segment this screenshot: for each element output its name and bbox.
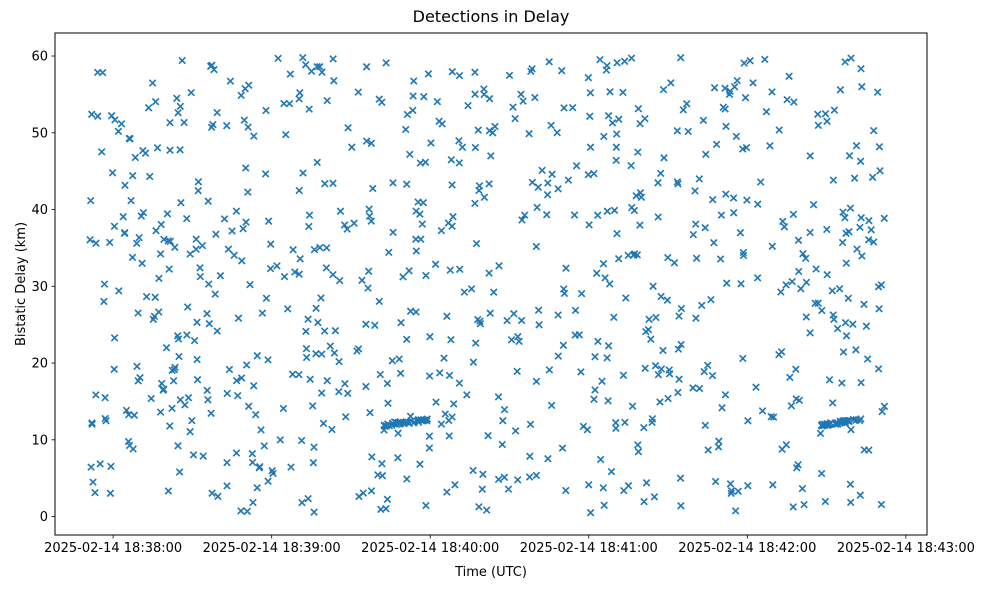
y-axis-label: Bistatic Delay (km)	[14, 222, 29, 346]
y-tick-label: 20	[31, 357, 48, 372]
plot-area	[55, 33, 927, 535]
y-tick-label: 10	[31, 433, 48, 448]
detection-markers	[86, 53, 889, 517]
y-tick-label: 0	[40, 510, 48, 525]
y-axis-ticks: 0 10 20 30 40 50 60	[31, 50, 55, 525]
plot-border	[54, 32, 928, 536]
scatter-points	[86, 53, 889, 517]
x-tick-label: 2025-02-14 18:41:00	[520, 541, 658, 556]
x-tick-label: 2025-02-14 18:38:00	[44, 541, 182, 556]
y-tick-label: 60	[31, 50, 48, 65]
x-axis-ticks: 2025-02-14 18:38:00 2025-02-14 18:39:00 20…	[44, 535, 975, 556]
x-tick-label: 2025-02-14 18:42:00	[678, 541, 816, 556]
x-tick-label: 2025-02-14 18:40:00	[361, 541, 499, 556]
chart-title: Detections in Delay	[413, 7, 570, 26]
x-axis-label: Time (UTC)	[454, 565, 527, 580]
y-tick-label: 30	[31, 280, 48, 295]
y-tick-label: 50	[31, 126, 48, 141]
y-tick-label: 40	[31, 203, 48, 218]
x-tick-label: 2025-02-14 18:39:00	[203, 541, 341, 556]
x-tick-label: 2025-02-14 18:43:00	[837, 541, 975, 556]
